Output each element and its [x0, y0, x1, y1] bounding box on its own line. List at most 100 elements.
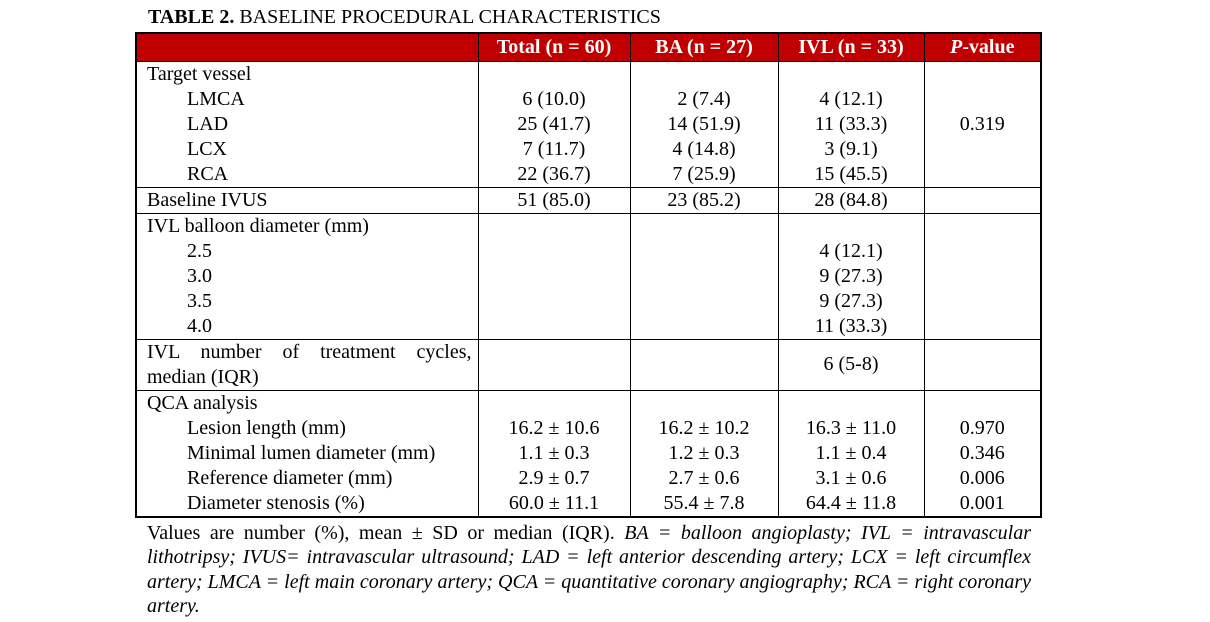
table-row: RCA 22 (36.7) 7 (25.9) 15 (45.5) [136, 161, 1041, 188]
table-row: 2.5 4 (12.1) [136, 238, 1041, 264]
cell-total [477, 390, 630, 416]
cell-pvalue: 0.970 [923, 415, 1041, 441]
page-content: TABLE 2. BASELINE PROCEDURAL CHARACTERIS… [135, 4, 1042, 619]
cell-total: 7 (11.7) [477, 136, 630, 162]
cell-total: 1.1 ± 0.3 [477, 440, 630, 466]
row-label: LMCA [187, 87, 245, 110]
cell-total [477, 339, 630, 391]
cell-ba [629, 339, 778, 391]
cell-ivl: 4 (12.1) [777, 86, 924, 112]
cell-total: 2.9 ± 0.7 [477, 465, 630, 491]
table-row: IVL number of treatment cycles, median (I… [136, 339, 1041, 391]
table-row: LCX 7 (11.7) 4 (14.8) 3 (9.1) [136, 136, 1041, 162]
cell-ivl [777, 61, 924, 87]
cell-ivl: 28 (84.8) [777, 187, 924, 214]
baseline-procedural-characteristics-table: Total (n = 60) BA (n = 27) IVL (n = 33) P-v… [135, 32, 1042, 518]
row-label-line: median (IQR) [147, 365, 259, 388]
row-label: Reference diameter (mm) [187, 466, 393, 489]
cell-ba: 14 (51.9) [629, 111, 778, 137]
cell-pvalue [923, 161, 1041, 188]
cell-ba [629, 390, 778, 416]
row-label: Target vessel [147, 62, 252, 85]
row-label: Minimal lumen diameter (mm) [187, 441, 436, 464]
cell-ba [629, 213, 778, 239]
row-label: 4.0 [136, 313, 478, 340]
table-title-number: TABLE 2. [148, 6, 235, 28]
table-row: Reference diameter (mm) 2.9 ± 0.7 2.7 ± 0.… [136, 465, 1041, 491]
table-row: Lesion length (mm) 16.2 ± 10.6 16.2 ± 10.2… [136, 415, 1041, 441]
cell-ivl: 4 (12.1) [777, 238, 924, 264]
cell-ivl: 3.1 ± 0.6 [777, 465, 924, 491]
footnote-regular-text: Values are number (%), mean ± SD or medi… [147, 521, 625, 544]
cell-ivl: 11 (33.3) [777, 313, 924, 340]
cell-ivl: 11 (33.3) [777, 111, 924, 137]
cell-ba: 55.4 ± 7.8 [629, 490, 778, 517]
cell-pvalue [923, 263, 1041, 289]
row-label: QCA analysis [147, 391, 258, 414]
table-row: Target vessel [136, 61, 1041, 87]
cell-ivl: 3 (9.1) [777, 136, 924, 162]
cell-pvalue: 0.001 [923, 490, 1041, 517]
cell-total: 51 (85.0) [477, 187, 630, 214]
table-title: TABLE 2. BASELINE PROCEDURAL CHARACTERIS… [135, 4, 1041, 30]
cell-ivl: 6 (5-8) [777, 339, 924, 391]
row-label: RCA [136, 161, 478, 188]
table-row: QCA analysis [136, 390, 1041, 416]
cell-pvalue [923, 61, 1041, 87]
row-label: 3.0 [187, 264, 212, 287]
cell-ba [629, 263, 778, 289]
cell-ba: 7 (25.9) [629, 161, 778, 188]
cell-pvalue [923, 288, 1041, 314]
row-label: IVL number of treatment cycles, median (I… [136, 339, 478, 391]
column-header-total: Total (n = 60) [477, 33, 630, 62]
column-header-pvalue: P-value [923, 33, 1041, 62]
table-footnote: Values are number (%), mean ± SD or medi… [135, 521, 1041, 619]
cell-ba: 16.2 ± 10.2 [629, 415, 778, 441]
cell-pvalue [923, 187, 1041, 214]
cell-pvalue [923, 390, 1041, 416]
cell-ba: 4 (14.8) [629, 136, 778, 162]
table-row: Baseline IVUS 51 (85.0) 23 (85.2) 28 (84.8) [136, 187, 1041, 214]
cell-ivl: 64.4 ± 11.8 [777, 490, 924, 517]
cell-pvalue: 0.006 [923, 465, 1041, 491]
cell-total [477, 313, 630, 340]
cell-ba: 23 (85.2) [629, 187, 778, 214]
cell-ivl [777, 390, 924, 416]
cell-ivl [777, 213, 924, 239]
table-row: IVL balloon diameter (mm) [136, 213, 1041, 239]
cell-pvalue [923, 339, 1041, 391]
cell-pvalue: 0.346 [923, 440, 1041, 466]
cell-ivl: 16.3 ± 11.0 [777, 415, 924, 441]
row-label: Lesion length (mm) [187, 416, 346, 439]
table-row: Diameter stenosis (%) 60.0 ± 11.1 55.4 ± 7… [136, 490, 1041, 517]
row-label: LAD [187, 112, 229, 135]
table-row: LAD 25 (41.7) 14 (51.9) 11 (33.3) 0.319 [136, 111, 1041, 137]
row-label: LCX [187, 137, 227, 160]
cell-ivl: 1.1 ± 0.4 [777, 440, 924, 466]
row-label: 3.5 [187, 289, 212, 312]
cell-ba: 2 (7.4) [629, 86, 778, 112]
cell-ivl: 9 (27.3) [777, 263, 924, 289]
cell-pvalue [923, 213, 1041, 239]
cell-total: 16.2 ± 10.6 [477, 415, 630, 441]
cell-ba: 1.2 ± 0.3 [629, 440, 778, 466]
cell-total [477, 263, 630, 289]
cell-pvalue: 0.319 [923, 111, 1041, 137]
cell-total [477, 288, 630, 314]
row-label: Baseline IVUS [136, 187, 478, 214]
row-label: Diameter stenosis (%) [187, 491, 365, 514]
table-row: 4.0 11 (33.3) [136, 313, 1041, 340]
cell-pvalue [923, 86, 1041, 112]
table-row: LMCA 6 (10.0) 2 (7.4) 4 (12.1) [136, 86, 1041, 112]
cell-pvalue [923, 313, 1041, 340]
table-row: 3.5 9 (27.3) [136, 288, 1041, 314]
cell-total: 22 (36.7) [477, 161, 630, 188]
cell-total [477, 61, 630, 87]
table-row: Minimal lumen diameter (mm) 1.1 ± 0.3 1.2 … [136, 440, 1041, 466]
cell-ba [629, 61, 778, 87]
row-label-line: IVL number of treatment cycles, [147, 340, 472, 363]
cell-ba [629, 238, 778, 264]
cell-total [477, 238, 630, 264]
footnote-abbreviations-text: BA = balloon angioplasty; IVL = intravas… [147, 521, 1031, 618]
cell-total [477, 213, 630, 239]
